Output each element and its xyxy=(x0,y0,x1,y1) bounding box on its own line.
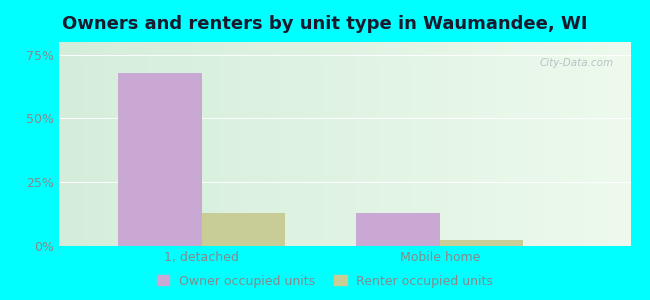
Text: Owners and renters by unit type in Waumandee, WI: Owners and renters by unit type in Wauma… xyxy=(62,15,588,33)
Legend: Owner occupied units, Renter occupied units: Owner occupied units, Renter occupied un… xyxy=(150,268,500,294)
Bar xyxy=(440,240,523,246)
Bar xyxy=(118,73,202,246)
Bar xyxy=(356,213,440,246)
Bar xyxy=(202,213,285,246)
Text: City-Data.com: City-Data.com xyxy=(540,58,614,68)
